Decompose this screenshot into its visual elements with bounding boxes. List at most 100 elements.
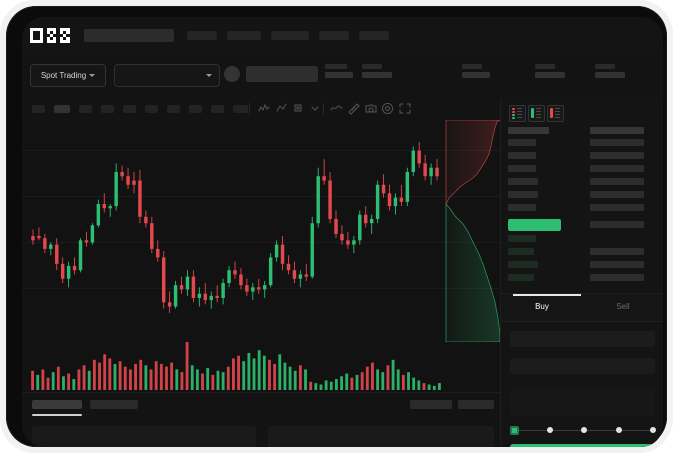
slider-stop[interactable] xyxy=(547,427,553,433)
orderbook-last-price xyxy=(508,219,561,231)
orders-panel xyxy=(22,392,500,447)
indicator-icon[interactable] xyxy=(258,102,271,115)
timeframe-5[interactable] xyxy=(123,105,136,113)
orderbook-ask-size xyxy=(590,191,644,198)
orderbook-bid-size xyxy=(590,274,644,281)
stat-value xyxy=(535,72,565,78)
orderbook-ask-size xyxy=(590,204,644,211)
orderbook-bid-row[interactable] xyxy=(508,235,536,242)
tab-open-orders[interactable] xyxy=(32,400,82,409)
orderbook-col-header-right xyxy=(590,127,644,134)
app-screen: Spot Trading xyxy=(22,17,663,447)
active-tab-underline xyxy=(32,414,82,416)
total-field[interactable] xyxy=(510,388,655,416)
timeframe-6[interactable] xyxy=(145,105,158,113)
settings-icon[interactable] xyxy=(381,102,394,115)
stat-label xyxy=(462,64,482,69)
timeframe-7[interactable] xyxy=(167,105,180,113)
orderbook-ask-row[interactable] xyxy=(508,178,538,185)
stat-group-3 xyxy=(462,64,490,78)
nav-item-1[interactable] xyxy=(187,31,217,40)
camera-icon[interactable] xyxy=(364,102,377,115)
timeframe-10[interactable] xyxy=(233,105,248,113)
spot-trading-dropdown[interactable]: Spot Trading xyxy=(30,64,106,87)
pair-header-bar: Spot Trading xyxy=(22,52,663,99)
orderbook-ask-size xyxy=(590,178,644,185)
stat-group-4 xyxy=(535,64,565,78)
orderbook-ask-row[interactable] xyxy=(508,165,536,172)
nav-item-5[interactable] xyxy=(359,31,389,40)
stat-label xyxy=(325,64,347,69)
orderbook-bid-row[interactable] xyxy=(508,274,534,281)
timeframe-4[interactable] xyxy=(101,105,114,113)
top-navigation-bar xyxy=(22,17,663,52)
price-chart-panel[interactable] xyxy=(22,120,500,392)
spot-trading-label: Spot Trading xyxy=(40,71,87,80)
orders-empty-panel-left xyxy=(32,426,256,447)
nav-item-2[interactable] xyxy=(227,31,261,40)
tab-buy[interactable]: Buy xyxy=(535,302,549,311)
candlestick-chart xyxy=(31,142,439,313)
chevron-down-icon xyxy=(89,74,96,77)
timeframe-8[interactable] xyxy=(189,105,202,113)
orderbook-bid-row[interactable] xyxy=(508,248,534,255)
pair-selector[interactable] xyxy=(114,64,220,87)
stat-value xyxy=(362,72,392,78)
nav-item-3[interactable] xyxy=(271,31,309,40)
orderbook-bids-icon[interactable] xyxy=(528,105,545,122)
stat-label xyxy=(595,64,615,69)
tab-order-history[interactable] xyxy=(90,400,138,409)
orderbook-ask-size xyxy=(590,152,644,159)
timeframe-2[interactable] xyxy=(54,105,70,113)
stat-value xyxy=(325,72,353,78)
chevron-down-icon xyxy=(206,74,212,77)
depth-chart-overlay xyxy=(445,120,500,342)
fullscreen-icon[interactable] xyxy=(398,102,411,115)
orderbook-col-header-left xyxy=(508,127,549,134)
orderbook-trade-panel: Buy Sell xyxy=(500,98,663,447)
orderbook-asks-icon[interactable] xyxy=(547,105,564,122)
stat-label xyxy=(535,64,555,69)
orderbook-bid-size xyxy=(590,248,644,255)
submit-buy-button[interactable] xyxy=(510,444,658,447)
line-chart-icon[interactable] xyxy=(330,102,343,115)
orderbook-ask-size xyxy=(590,139,644,146)
stat-value xyxy=(595,72,625,78)
slider-stop[interactable] xyxy=(581,427,587,433)
orderbook-bid-row[interactable] xyxy=(508,261,538,268)
bottom-action-1[interactable] xyxy=(410,400,452,409)
timeframe-3[interactable] xyxy=(79,105,92,113)
price-field[interactable] xyxy=(510,331,655,347)
bottom-action-2[interactable] xyxy=(458,400,494,409)
buy-sell-tabs: Buy Sell xyxy=(501,293,663,322)
toolbar-divider xyxy=(323,103,324,115)
ruler-icon[interactable] xyxy=(347,102,360,115)
okx-logo[interactable] xyxy=(30,28,74,43)
stat-label xyxy=(362,64,382,69)
orderbook-both-icon[interactable] xyxy=(509,105,526,122)
slider-stop[interactable] xyxy=(616,427,622,433)
dropdown-icon[interactable] xyxy=(309,102,322,115)
stat-group-1 xyxy=(325,64,353,78)
amount-slider[interactable] xyxy=(510,425,658,437)
slider-stop[interactable] xyxy=(650,427,656,433)
orderbook-ask-size xyxy=(590,165,644,172)
orderbook-ask-row[interactable] xyxy=(508,139,536,146)
orderbook-ask-row[interactable] xyxy=(508,191,538,198)
pair-avatar xyxy=(224,66,240,82)
stat-group-5 xyxy=(595,64,625,78)
volume-histogram xyxy=(31,342,441,390)
tab-sell[interactable]: Sell xyxy=(616,302,630,311)
orderbook-ask-row[interactable] xyxy=(508,152,536,159)
timeframe-9[interactable] xyxy=(211,105,224,113)
timeframe-1[interactable] xyxy=(32,105,45,113)
nav-item-4[interactable] xyxy=(319,31,349,40)
chart-type-icon[interactable] xyxy=(275,102,288,115)
compare-icon[interactable] xyxy=(292,102,305,115)
slider-handle[interactable] xyxy=(510,426,519,435)
stat-group-2 xyxy=(362,64,392,78)
orderbook-ask-row[interactable] xyxy=(508,204,536,211)
search-input[interactable] xyxy=(84,29,174,42)
amount-field[interactable] xyxy=(510,358,655,374)
